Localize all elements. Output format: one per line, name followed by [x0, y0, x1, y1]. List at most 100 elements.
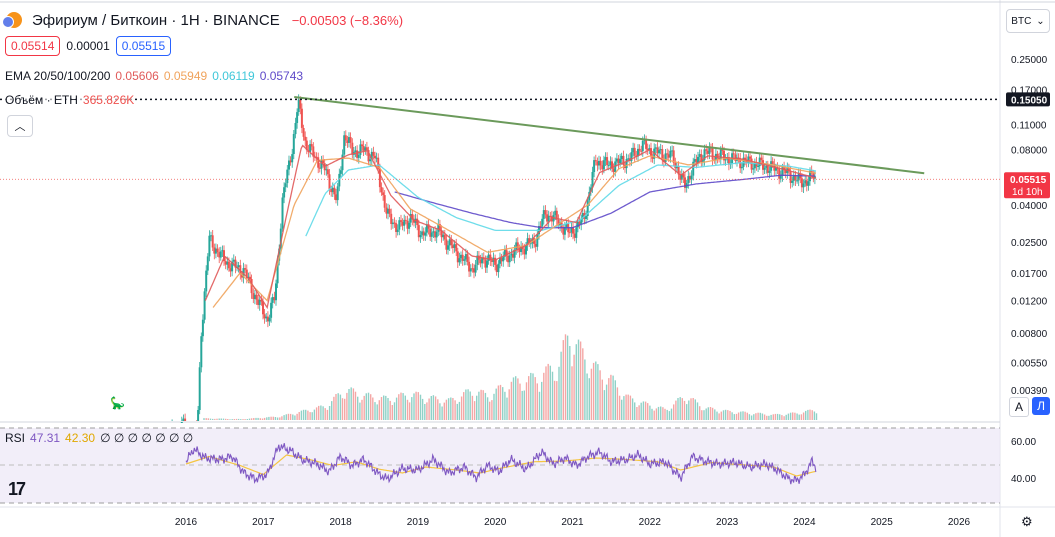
volume-bar: [802, 412, 805, 420]
ema-legend[interactable]: EMA 20/50/100/200 0.05606 0.05949 0.0611…: [5, 69, 303, 83]
candle-body: [288, 160, 290, 170]
candle-body: [632, 147, 635, 153]
candle-body: [680, 174, 683, 180]
candle-body: [336, 186, 339, 201]
candle-body: [283, 187, 286, 198]
volume-bar: [787, 413, 790, 420]
candle-body: [778, 168, 781, 179]
volume-bar: [605, 384, 608, 420]
volume-bar: [768, 415, 770, 420]
price-tick-label: 0.17000: [1011, 86, 1048, 97]
candle-body: [750, 158, 753, 170]
candle-body: [451, 245, 454, 248]
candle-body: [640, 150, 643, 152]
candle-body: [226, 261, 229, 265]
price-tick-label: 0.01200: [1011, 297, 1048, 308]
candle-body: [687, 176, 690, 183]
volume-label: Объём · ETH: [5, 93, 78, 107]
candle-body: [598, 160, 600, 166]
spread-value: 0.00001: [66, 39, 110, 53]
volume-bar: [242, 419, 244, 420]
volume-bar: [766, 415, 768, 420]
volume-bar: [370, 394, 372, 420]
candle-body: [497, 263, 500, 273]
candle-body: [622, 155, 625, 165]
volume-bar: [536, 383, 538, 420]
symbol-header[interactable]: Эфириум / Биткоин · 1H · BINANCE −0.0050…: [2, 10, 403, 30]
candle-body: [599, 160, 602, 166]
candle-body: [409, 214, 412, 223]
volume-bar: [216, 418, 218, 420]
volume-bar: [779, 414, 781, 420]
symbol-title[interactable]: Эфириум / Биткоин · 1H · BINANCE: [32, 11, 280, 29]
candle-body: [270, 302, 273, 318]
candle-body: [435, 231, 438, 238]
candle-body: [536, 234, 539, 247]
rsi-legend[interactable]: RSI 47.31 42.30 ∅ ∅ ∅ ∅ ∅ ∅ ∅: [5, 431, 193, 445]
auto-scale-button[interactable]: A: [1009, 397, 1029, 417]
collapse-legend-button[interactable]: ︿: [7, 115, 33, 137]
buy-price-button[interactable]: 0.05515: [115, 36, 172, 56]
candle-body: [740, 166, 743, 169]
candle-body: [396, 229, 399, 232]
candle-body: [718, 158, 721, 159]
volume-bar: [612, 375, 614, 420]
volume-legend[interactable]: Объём · ETH 365.826K: [5, 93, 135, 107]
candle-body: [244, 268, 247, 270]
candle-body: [627, 158, 630, 160]
log-scale-button[interactable]: Л: [1032, 397, 1050, 415]
candle-body: [581, 213, 584, 219]
volume-bar: [718, 413, 720, 420]
sell-price-button[interactable]: 0.05514: [5, 36, 61, 56]
volume-bar: [363, 395, 365, 420]
volume-bar: [263, 417, 266, 420]
volume-bar: [772, 414, 774, 420]
candle-body: [463, 259, 466, 261]
volume-bar: [421, 398, 424, 420]
candle-body: [268, 317, 271, 322]
volume-bar: [651, 408, 653, 420]
volume-bar: [361, 399, 363, 420]
volume-bar: [560, 351, 562, 420]
candle-body: [338, 173, 341, 187]
candle-body: [339, 170, 342, 174]
candle-body: [468, 261, 471, 272]
candle-body: [625, 159, 628, 169]
settings-gear-icon[interactable]: ⚙: [1021, 514, 1033, 529]
volume-bar: [515, 376, 517, 420]
volume-bar: [528, 376, 530, 420]
candle-body: [216, 248, 219, 253]
candle-body: [425, 224, 428, 233]
volume-bar: [348, 389, 350, 420]
volume-bar: [703, 410, 705, 420]
price-tick-label: 0.25000: [1011, 55, 1048, 66]
rsi-value: 47.31: [30, 431, 61, 445]
volume-bar: [322, 406, 324, 420]
volume-bar: [508, 389, 510, 420]
candle-body: [641, 140, 644, 152]
candle-body: [417, 225, 420, 238]
candle-body: [771, 161, 774, 164]
candle-body: [294, 123, 297, 135]
volume-bar: [770, 414, 772, 420]
volume-bar: [504, 391, 506, 420]
volume-bar: [610, 374, 612, 420]
candle-body: [692, 161, 695, 176]
candle-body: [258, 299, 261, 305]
currency-select[interactable]: BTC ⌄: [1006, 9, 1050, 33]
candle-body: [260, 299, 263, 302]
volume-bar: [711, 407, 714, 420]
candle-body: [263, 314, 266, 319]
volume-bar: [590, 368, 593, 420]
volume-bar: [493, 393, 495, 420]
countdown-label: 1d 10h: [1012, 187, 1043, 198]
candle-body: [563, 227, 566, 235]
time-tick-label: 2017: [252, 517, 275, 528]
candle-body: [276, 260, 279, 284]
volume-bar: [707, 407, 709, 420]
volume-bar: [558, 366, 560, 420]
candle-body: [758, 157, 761, 167]
candle-body: [596, 161, 599, 166]
price-tick-label: 0.04000: [1011, 201, 1048, 212]
